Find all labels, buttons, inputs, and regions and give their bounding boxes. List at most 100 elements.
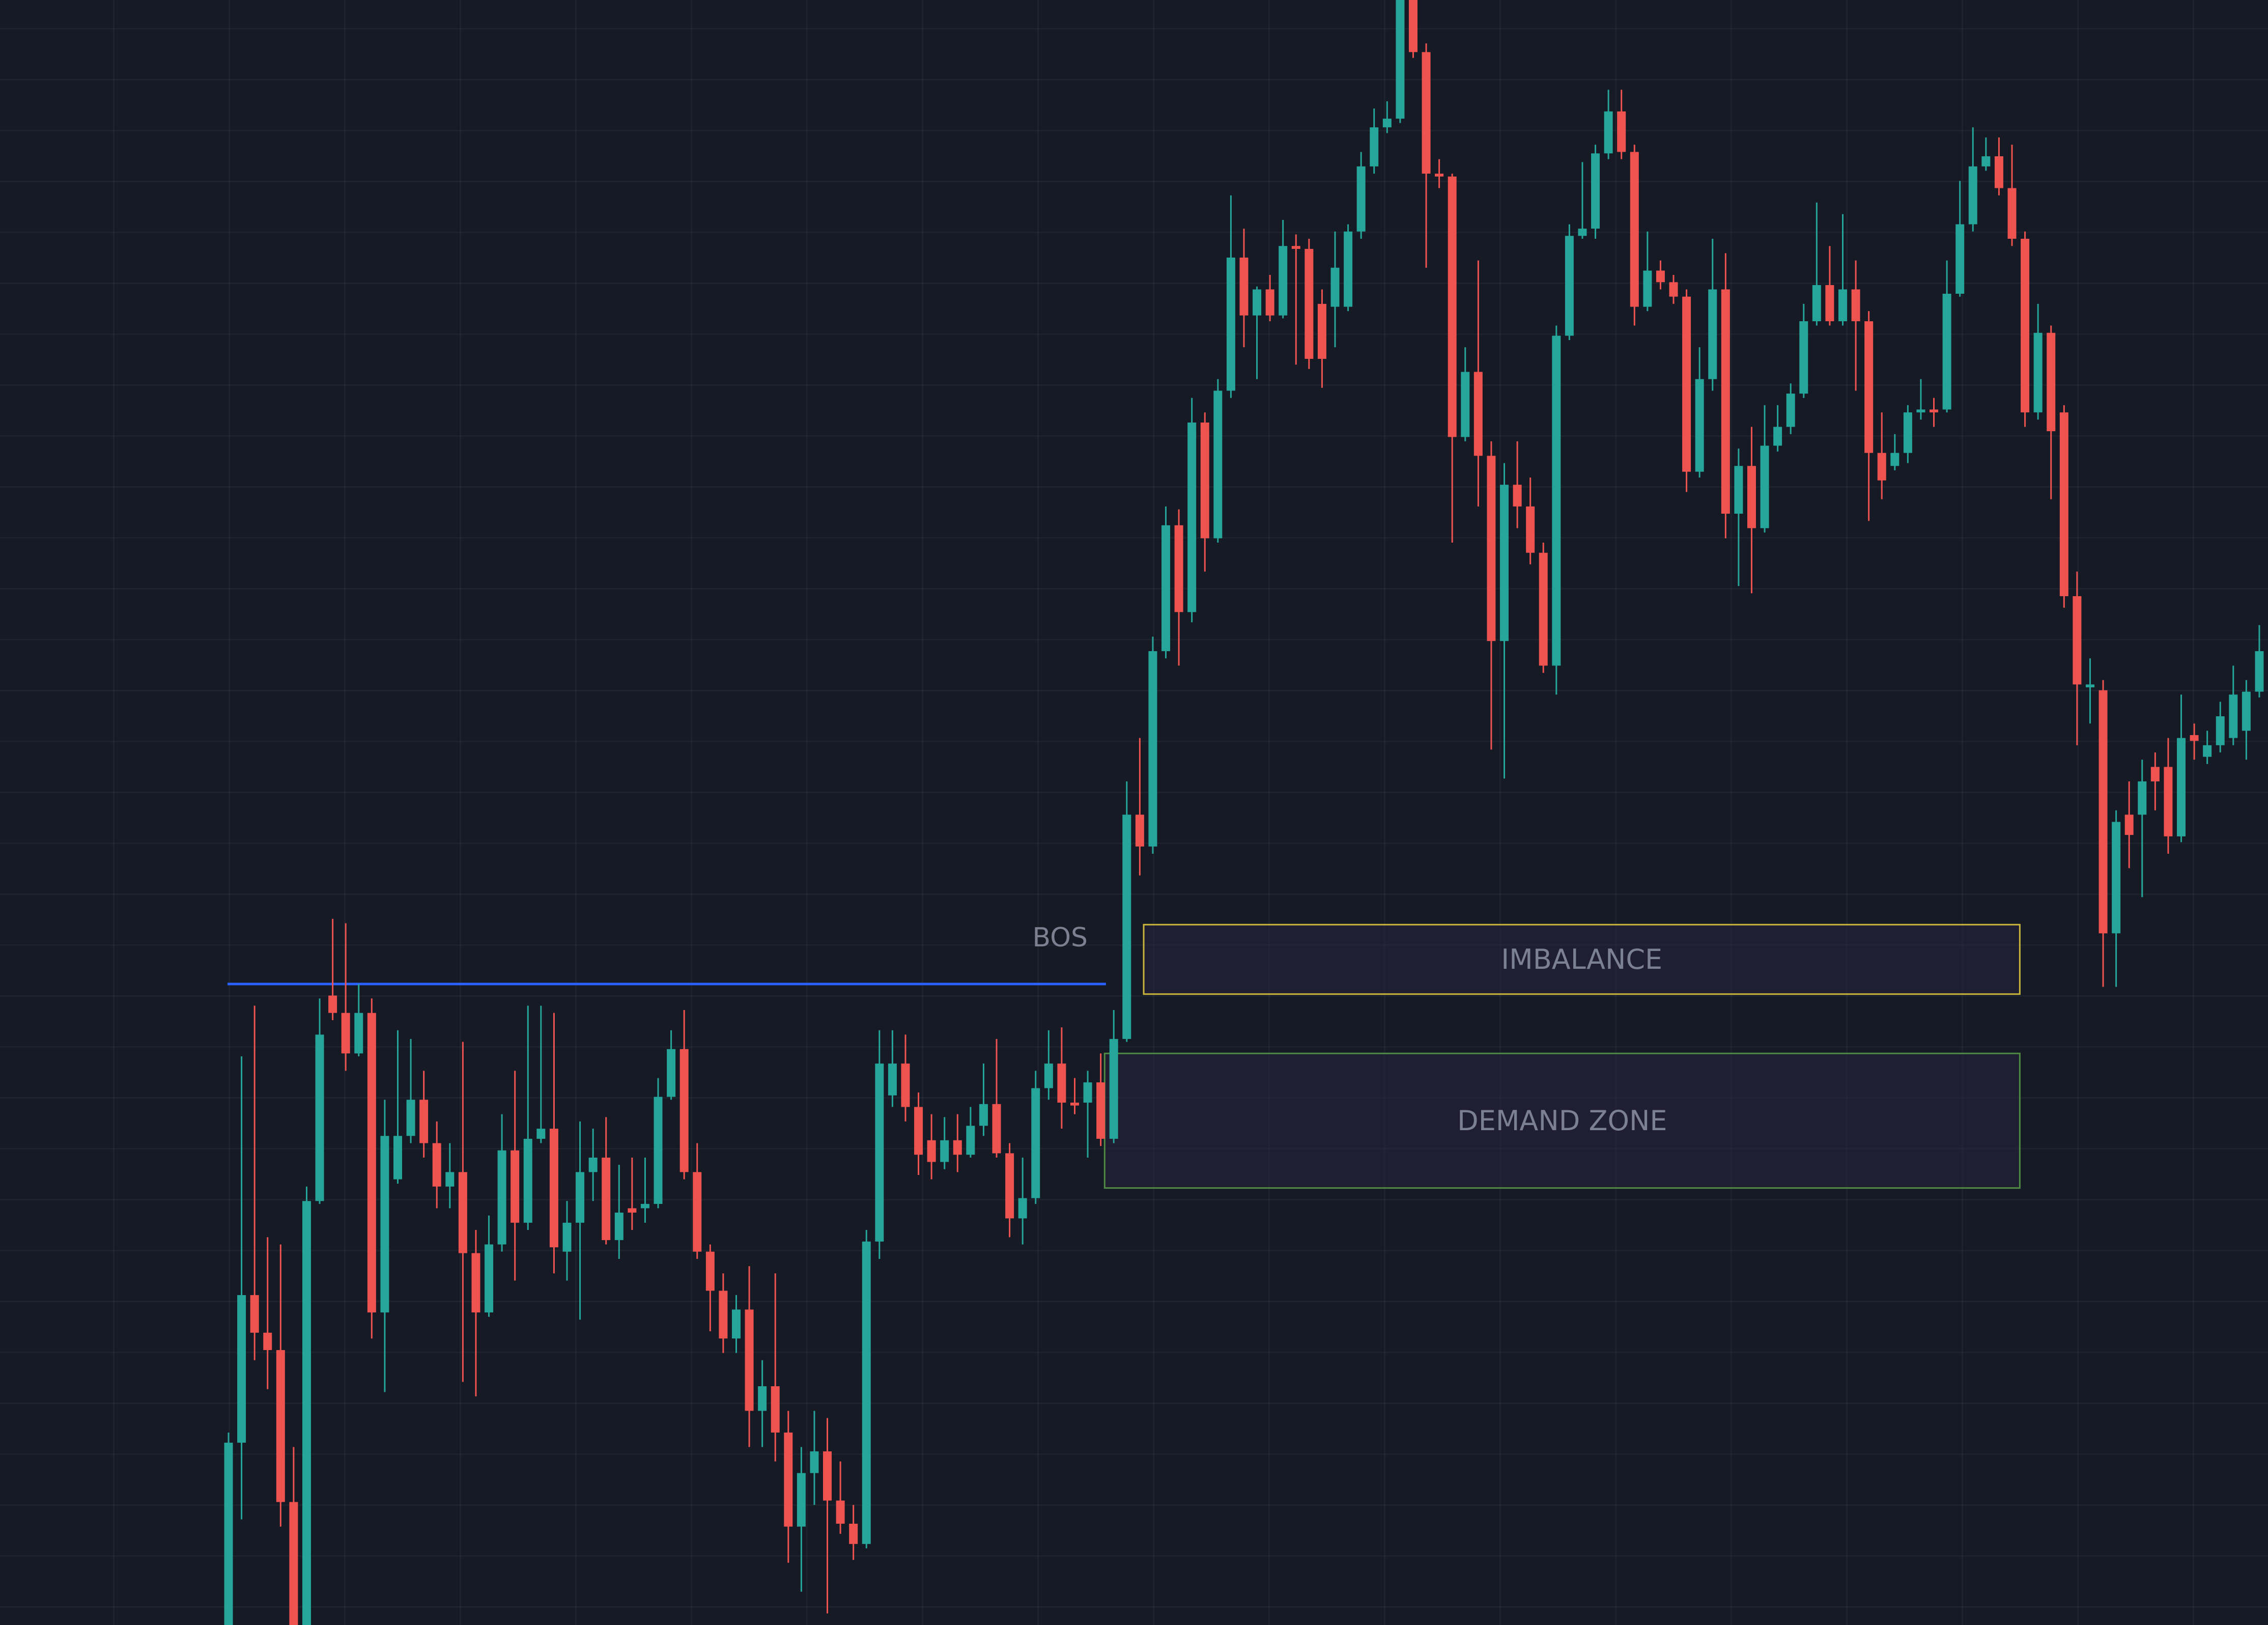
candle-body [1513,485,1522,507]
candle-body [1903,412,1912,453]
candle-body [354,1013,363,1054]
candle-body [471,1253,480,1313]
zone-label: DEMAND ZONE [1457,1105,1667,1137]
candle-body [1435,174,1444,177]
candle-body [731,1309,741,1339]
candle-body [1838,289,1847,322]
candle-body [1461,372,1470,437]
candle-body [888,1063,897,1096]
candle-body [1643,270,1652,307]
candle-body [432,1143,441,1187]
candle-body [1305,248,1314,359]
candle-body [1370,127,1379,166]
candle-body [1773,427,1782,446]
candle-body [1422,52,1431,174]
candle-body [1734,466,1743,514]
candle-body [380,1136,389,1313]
candle-body [1187,422,1197,612]
candle-body [2176,738,2186,836]
candle-body [1057,1063,1066,1103]
candle-body [1448,176,1457,437]
candle-body [654,1097,663,1204]
candle-body [679,1049,689,1172]
candle-body [393,1136,403,1180]
candle-body [2021,238,2030,413]
candle-body [602,1157,611,1240]
candle-body [445,1172,455,1187]
candle-body [1604,111,1613,154]
candle-body [2255,651,2264,692]
candle-body [549,1129,558,1248]
candle-body [1812,285,1821,322]
candle-body [1851,289,1860,322]
candle-body [328,995,337,1013]
candle-body [341,1013,350,1054]
candle-body [2085,684,2094,688]
candle-body [849,1524,858,1544]
candle-body [1955,224,1965,294]
zone-box [1143,923,2021,995]
candle-body [1565,236,1574,336]
candle-body [953,1140,962,1155]
candle-body [1591,153,1600,229]
candle-body [1070,1102,1079,1106]
candle-body [289,1502,298,1625]
candle-body [250,1295,259,1333]
candle-body [2138,781,2147,815]
candle-body [1265,289,1274,316]
candle-body [1031,1088,1040,1198]
candle-body [1669,282,1678,297]
candle-body [2007,188,2017,239]
candle-body [1539,552,1548,666]
candle-body [2164,767,2173,836]
candle-body [536,1129,546,1139]
candle-body [1005,1153,1014,1219]
candle-body [1096,1082,1105,1139]
candle-body [458,1172,467,1253]
candle-body [719,1291,728,1339]
candle-body [1213,390,1223,539]
candle-body [914,1107,923,1155]
candle-body [1786,394,1795,427]
candle-body [2190,735,2199,741]
candle-body [758,1386,767,1411]
candle-body [1291,246,1300,249]
candle-body [1109,1039,1118,1139]
candle-body [1695,379,1704,472]
candle-body [1708,289,1717,379]
candle-body [497,1150,506,1245]
candle-body [628,1208,637,1213]
candle-body [2203,745,2212,757]
zone-box [1103,1052,2021,1189]
candle-body [1656,270,1665,283]
candle-body [823,1451,832,1501]
candle-body [406,1100,415,1136]
candle-body [2059,412,2068,597]
candle-body [966,1126,975,1155]
candle-body [1330,267,1340,307]
candle-body [2124,815,2134,835]
candle-body [523,1138,532,1223]
candle-body [1877,453,1886,481]
candle-body [1253,289,1262,316]
candle-body [1721,289,1730,514]
candle-body [1382,119,1392,128]
candle-body [562,1222,572,1252]
candle-body [1408,0,1418,52]
candle-body [419,1100,429,1143]
candle-body [302,1201,311,1625]
candle-body [836,1500,845,1524]
candle-body [1344,231,1353,307]
candle-body [1239,257,1249,316]
candle-body [875,1063,884,1242]
candle-body [2033,332,2043,413]
candle-body [979,1104,988,1126]
candle-body [1994,156,2003,188]
candle-body [784,1432,793,1527]
candle-body [1317,303,1326,359]
candle-body [263,1332,272,1350]
candle-body [1968,166,1977,225]
candle-body [1122,815,1131,1039]
candle-body [485,1244,494,1313]
candle-body [1825,285,1834,322]
